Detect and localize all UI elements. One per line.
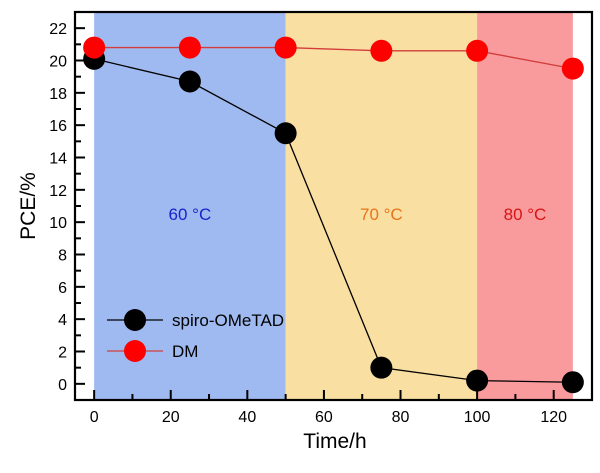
y-axis: 0 2 4 6 8 10 12 14 16 18 20 22 bbox=[49, 21, 85, 394]
x-tick-label: 100 bbox=[464, 409, 491, 426]
series-line bbox=[93, 58, 573, 383]
legend: spiro-OMeTAD DM bbox=[107, 309, 284, 362]
x-tick-label: 120 bbox=[540, 409, 567, 426]
series-dm bbox=[83, 36, 584, 80]
y-tick-label: 8 bbox=[58, 248, 67, 265]
y-tick-label: 6 bbox=[58, 280, 67, 297]
region-label-2: 80 °C bbox=[504, 205, 547, 224]
region-band-2 bbox=[477, 12, 573, 400]
region-label-0: 60 °C bbox=[169, 205, 212, 224]
y-tick-label: 12 bbox=[49, 183, 67, 200]
data-point bbox=[466, 39, 489, 62]
temperature-regions bbox=[94, 12, 573, 400]
data-point bbox=[561, 57, 584, 80]
data-point bbox=[274, 36, 297, 59]
y-tick-label: 10 bbox=[49, 215, 67, 232]
x-axis-label: Time/h bbox=[303, 430, 366, 453]
region-label-1: 70 °C bbox=[360, 205, 403, 224]
data-point bbox=[466, 369, 489, 392]
legend-label: DM bbox=[172, 342, 198, 361]
data-point bbox=[561, 371, 584, 394]
data-point bbox=[274, 122, 297, 145]
data-point bbox=[178, 70, 201, 93]
region-band-1 bbox=[285, 12, 478, 400]
y-axis-label: PCE/% bbox=[17, 172, 40, 240]
y-tick-label: 2 bbox=[58, 345, 67, 362]
region-labels: 60 °C 70 °C 80 °C bbox=[169, 205, 547, 224]
data-point bbox=[370, 39, 393, 62]
y-tick-label: 18 bbox=[49, 86, 67, 103]
y-tick-label: 4 bbox=[58, 312, 67, 329]
y-tick-label: 0 bbox=[58, 377, 67, 394]
data-point bbox=[178, 36, 201, 59]
y-tick-label: 16 bbox=[49, 118, 67, 135]
legend-marker bbox=[124, 340, 146, 362]
series-spiro-ometad bbox=[83, 47, 584, 394]
legend-label: spiro-OMeTAD bbox=[172, 311, 284, 330]
series-line bbox=[94, 46, 573, 70]
data-point bbox=[370, 356, 393, 379]
data-series bbox=[83, 36, 584, 394]
x-tick-label: 0 bbox=[90, 409, 99, 426]
y-tick-label: 14 bbox=[49, 151, 67, 168]
x-tick-label: 20 bbox=[162, 409, 180, 426]
legend-marker bbox=[124, 309, 146, 331]
y-tick-label: 20 bbox=[49, 54, 67, 71]
x-tick-label: 80 bbox=[392, 409, 410, 426]
data-point bbox=[83, 36, 106, 59]
x-axis: 0 20 40 60 80 100 120 bbox=[90, 390, 567, 426]
y-tick-label: 22 bbox=[49, 21, 67, 38]
x-tick-label: 60 bbox=[315, 409, 333, 426]
x-tick-label: 40 bbox=[238, 409, 256, 426]
